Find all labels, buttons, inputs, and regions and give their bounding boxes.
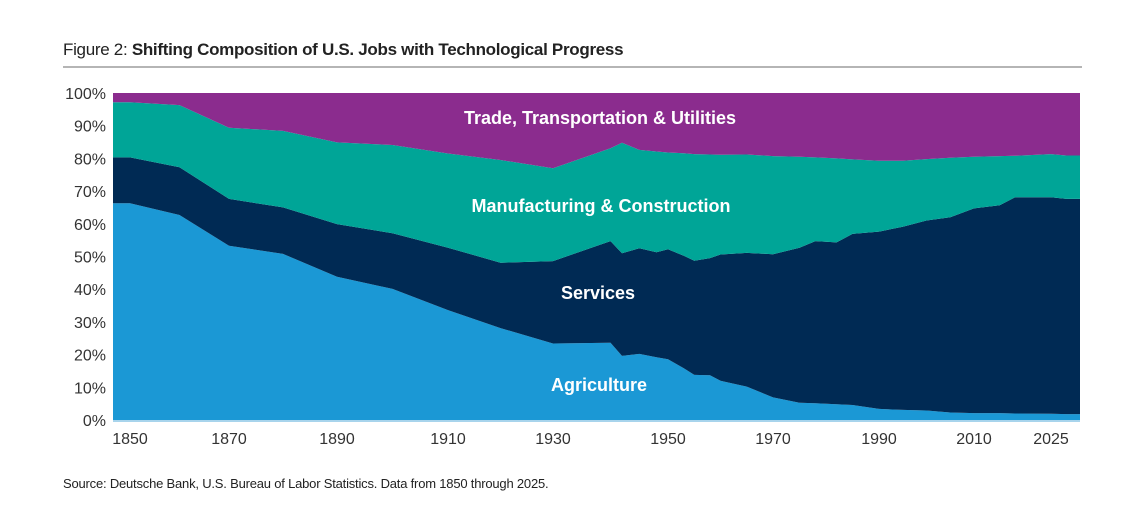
x-tick-label: 2010 — [956, 431, 992, 448]
label-services: Services — [561, 283, 635, 303]
y-tick-label: 90% — [74, 119, 106, 136]
area-agriculture — [113, 203, 1080, 420]
area-layers — [113, 93, 1080, 420]
title-divider — [63, 66, 1082, 68]
y-tick-label: 10% — [74, 380, 106, 397]
y-axis: 0% 10% 20% 30% 40% 50% 60% 70% 80% 90% 100% — [65, 86, 106, 430]
x-tick-label: 1930 — [535, 431, 571, 448]
y-tick-label: 50% — [74, 250, 106, 267]
y-tick-label: 100% — [65, 86, 106, 103]
series-labels: Trade, Transportation & Utilities Manufa… — [464, 108, 736, 395]
area-manufacturing-construction — [113, 102, 1080, 263]
x-tick-label: 1990 — [861, 431, 897, 448]
x-axis: 1850 1870 1890 1910 1930 1950 1970 1990 2010 2025 — [112, 420, 1080, 448]
area-trade-transportation-utilities — [113, 93, 1080, 169]
y-tick-label: 80% — [74, 151, 106, 168]
y-tick-label: 0% — [83, 413, 106, 430]
y-tick-label: 30% — [74, 315, 106, 332]
x-tick-label: 1850 — [112, 431, 148, 448]
y-tick-label: 40% — [74, 282, 106, 299]
y-tick-label: 60% — [74, 217, 106, 234]
label-manufacturing: Manufacturing & Construction — [472, 196, 731, 216]
x-tick-label: 1910 — [430, 431, 466, 448]
x-tick-label: 1870 — [211, 431, 247, 448]
area-services — [113, 157, 1080, 415]
source-note: Source: Deutsche Bank, U.S. Bureau of La… — [63, 476, 549, 491]
figure-number: Figure 2: — [63, 40, 132, 59]
y-tick-label: 20% — [74, 348, 106, 365]
chart-title: Figure 2: Shifting Composition of U.S. J… — [63, 40, 624, 60]
y-tick-label: 70% — [74, 184, 106, 201]
figure-title: Shifting Composition of U.S. Jobs with T… — [131, 40, 624, 59]
x-tick-label: 1970 — [755, 431, 791, 448]
x-tick-label: 1890 — [319, 431, 355, 448]
x-tick-label: 1950 — [650, 431, 686, 448]
label-agriculture: Agriculture — [551, 375, 647, 395]
x-tick-label: 2025 — [1033, 431, 1069, 448]
label-trade: Trade, Transportation & Utilities — [464, 108, 736, 128]
